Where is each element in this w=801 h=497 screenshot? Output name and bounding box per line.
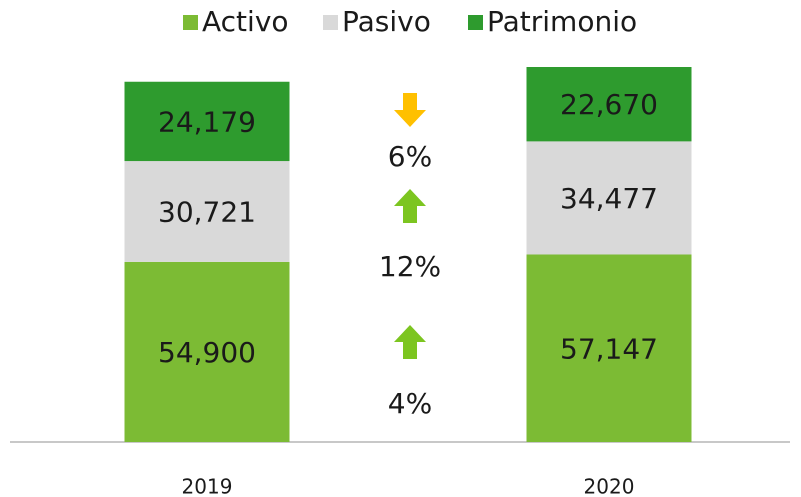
- arrow: [394, 93, 426, 127]
- legend-label: Activo: [202, 5, 289, 38]
- annotation: 12%: [379, 250, 441, 283]
- legend-swatch: [468, 15, 483, 30]
- x-tick-label: 2019: [182, 475, 233, 497]
- bar-segment: [124, 81, 290, 162]
- arrow: [394, 325, 426, 359]
- legend-swatch: [183, 15, 198, 30]
- legend-label: Patrimonio: [487, 5, 637, 38]
- data-label: 57,147: [560, 332, 658, 365]
- annotation: 4%: [388, 387, 432, 420]
- bar-segment: [526, 254, 692, 442]
- annotation: 6%: [388, 140, 432, 173]
- legend-swatch: [323, 15, 338, 30]
- data-label: 22,670: [560, 88, 658, 121]
- data-label: 30,721: [158, 195, 256, 228]
- arrow: [394, 189, 426, 223]
- data-label: 54,900: [158, 336, 256, 369]
- data-label: 24,179: [158, 105, 256, 138]
- data-label: 34,477: [560, 182, 658, 215]
- x-tick-label: 2020: [584, 475, 635, 497]
- bar-segment: [124, 161, 290, 262]
- legend-label: Pasivo: [342, 5, 431, 38]
- bar-segment: [526, 67, 692, 142]
- bar-segment: [526, 141, 692, 255]
- bar-segment: [124, 261, 290, 442]
